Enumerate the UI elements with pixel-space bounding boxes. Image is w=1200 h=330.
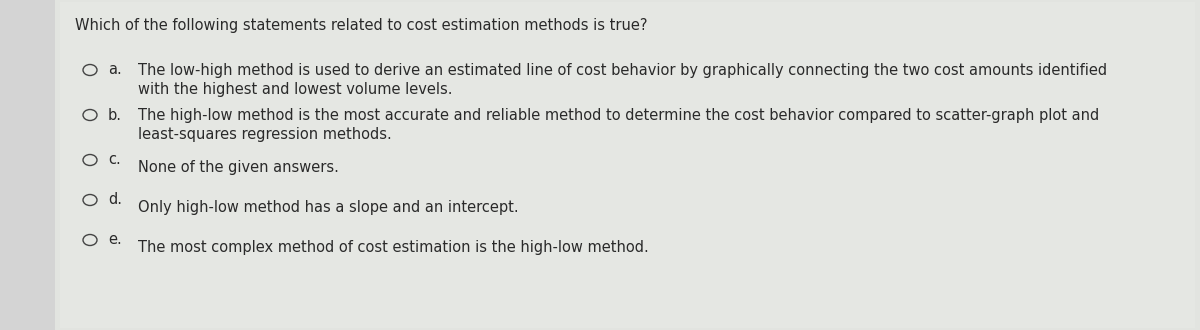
Text: least-squares regression methods.: least-squares regression methods. [138,127,391,142]
FancyBboxPatch shape [55,0,1200,330]
Text: d.: d. [108,192,122,208]
Text: c.: c. [108,152,121,168]
Text: a.: a. [108,62,121,78]
Text: Which of the following statements related to cost estimation methods is true?: Which of the following statements relate… [74,18,648,33]
Text: e.: e. [108,233,121,248]
Text: None of the given answers.: None of the given answers. [138,160,338,175]
Text: The high-low method is the most accurate and reliable method to determine the co: The high-low method is the most accurate… [138,108,1099,123]
Text: Only high-low method has a slope and an intercept.: Only high-low method has a slope and an … [138,200,518,215]
Text: The most complex method of cost estimation is the high-low method.: The most complex method of cost estimati… [138,240,649,255]
FancyBboxPatch shape [60,2,1195,328]
Text: b.: b. [108,108,122,122]
Text: with the highest and lowest volume levels.: with the highest and lowest volume level… [138,82,452,97]
Text: The low-high method is used to derive an estimated line of cost behavior by grap: The low-high method is used to derive an… [138,63,1108,78]
